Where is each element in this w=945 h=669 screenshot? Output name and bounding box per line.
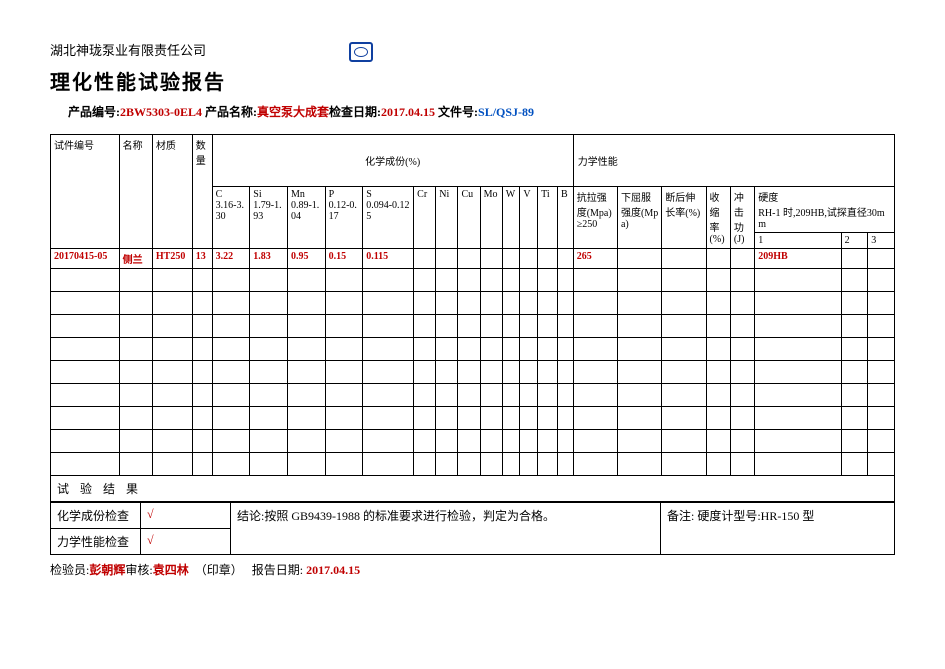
footer-line: 检验员:彭朝辉审核:袁四林 （印章） 报告日期: 2017.04.15 — [50, 561, 895, 578]
table-row — [51, 269, 895, 292]
reviewer-label: 审核: — [125, 563, 152, 577]
inspector-label: 检验员: — [50, 563, 89, 577]
col-c: C3.16-3.30 — [212, 187, 250, 249]
col-b: B — [558, 187, 574, 249]
col-name: 名称 — [119, 135, 152, 249]
table-row — [51, 361, 895, 384]
conclusion-text: 按照 GB9439-1988 的标准要求进行检验，判定为合格。 — [264, 509, 555, 523]
cell-material: HT250 — [152, 249, 192, 269]
company-name: 湖北神珑泵业有限责任公司 — [50, 43, 206, 58]
remark-text: 硬度计型号:HR-150 型 — [697, 509, 814, 523]
table-row — [51, 315, 895, 338]
col-si: Si1.79-1.93 — [250, 187, 288, 249]
cell-name: 侧兰 — [119, 249, 152, 269]
col-material: 材质 — [152, 135, 192, 249]
cell-mn: 0.95 — [287, 249, 325, 269]
col-qty: 数量 — [192, 135, 212, 249]
logo-icon — [349, 42, 373, 62]
col-w: W — [502, 187, 520, 249]
cell-tensile: 265 — [573, 249, 617, 269]
product-code-label: 产品编号: — [68, 105, 120, 119]
col-v: V — [520, 187, 538, 249]
col-tensile: 抗拉强度(Mpa)≥250 — [573, 187, 617, 249]
col-hardness: 硬度RH-1 时,209HB,试探直径30mm — [755, 187, 895, 233]
cell-c: 3.22 — [212, 249, 250, 269]
table-row: 20170415-05 侧兰 HT250 13 3.22 1.83 0.95 0… — [51, 249, 895, 269]
col-mn: Mn0.89-1.04 — [287, 187, 325, 249]
col-s: S0.094-0.125 — [363, 187, 414, 249]
results-title: 试 验 结 果 — [50, 476, 895, 502]
cell-si: 1.83 — [250, 249, 288, 269]
product-code: 2BW5303-0EL4 — [120, 105, 202, 119]
mech-check-label: 力学性能检查 — [51, 529, 141, 555]
table-row — [51, 407, 895, 430]
col-ni: Ni — [436, 187, 458, 249]
remark-label: 备注: — [667, 509, 694, 523]
report-date-label: 报告日期: — [252, 563, 303, 577]
main-table: 试件编号 名称 材质 数量 化学成份(%) 力学性能 C3.16-3.30 Si… — [50, 134, 895, 476]
mech-check-value: √ — [141, 529, 231, 555]
col-cu: Cu — [458, 187, 480, 249]
col-ti: Ti — [538, 187, 558, 249]
product-name-label: 产品名称: — [205, 105, 257, 119]
col-impact: 冲击功(J) — [730, 187, 754, 249]
col-cr: Cr — [414, 187, 436, 249]
report-title: 理化性能试验报告 — [50, 66, 895, 95]
col-shrink: 收缩率(%) — [706, 187, 730, 249]
col-elong: 断后伸长率(%) — [662, 187, 706, 249]
remark-cell: 备注: 硬度计型号:HR-150 型 — [661, 503, 895, 555]
inspect-date-label: 检查日期: — [329, 105, 381, 119]
col-chem-group: 化学成份(%) — [212, 135, 573, 187]
inspector-name: 彭朝辉 — [89, 563, 125, 577]
table-row — [51, 430, 895, 453]
conclusion-cell: 结论:按照 GB9439-1988 的标准要求进行检验，判定为合格。 — [231, 503, 661, 555]
col-h2: 2 — [841, 233, 868, 249]
stamp-text: （印章） — [195, 563, 243, 577]
file-no-label: 文件号: — [438, 105, 478, 119]
table-row — [51, 292, 895, 315]
col-mech-group: 力学性能 — [573, 135, 894, 187]
cell-hardness1: 209HB — [755, 249, 841, 269]
col-sample-no: 试件编号 — [51, 135, 120, 249]
cell-s: 0.115 — [363, 249, 414, 269]
results-table: 化学成份检查 √ 结论:按照 GB9439-1988 的标准要求进行检验，判定为… — [50, 502, 895, 555]
report-date: 2017.04.15 — [306, 563, 360, 577]
col-yield: 下屈服强度(Mpa) — [617, 187, 661, 249]
col-mo: Mo — [480, 187, 502, 249]
inspect-date: 2017.04.15 — [381, 105, 435, 119]
meta-line: 产品编号:2BW5303-0EL4 产品名称:真空泵大成套检查日期:2017.0… — [68, 103, 895, 120]
reviewer-name: 袁四林 — [153, 563, 189, 577]
col-p: P0.12-0.17 — [325, 187, 363, 249]
col-h1: 1 — [755, 233, 841, 249]
cell-qty: 13 — [192, 249, 212, 269]
table-row — [51, 338, 895, 361]
table-row — [51, 384, 895, 407]
conclusion-label: 结论: — [237, 509, 264, 523]
cell-p: 0.15 — [325, 249, 363, 269]
chem-check-label: 化学成份检查 — [51, 503, 141, 529]
chem-check-value: √ — [141, 503, 231, 529]
file-no: SL/QSJ-89 — [478, 105, 534, 119]
cell-sample-no: 20170415-05 — [51, 249, 120, 269]
product-name: 真空泵大成套 — [257, 105, 329, 119]
col-h3: 3 — [868, 233, 895, 249]
table-row — [51, 453, 895, 476]
